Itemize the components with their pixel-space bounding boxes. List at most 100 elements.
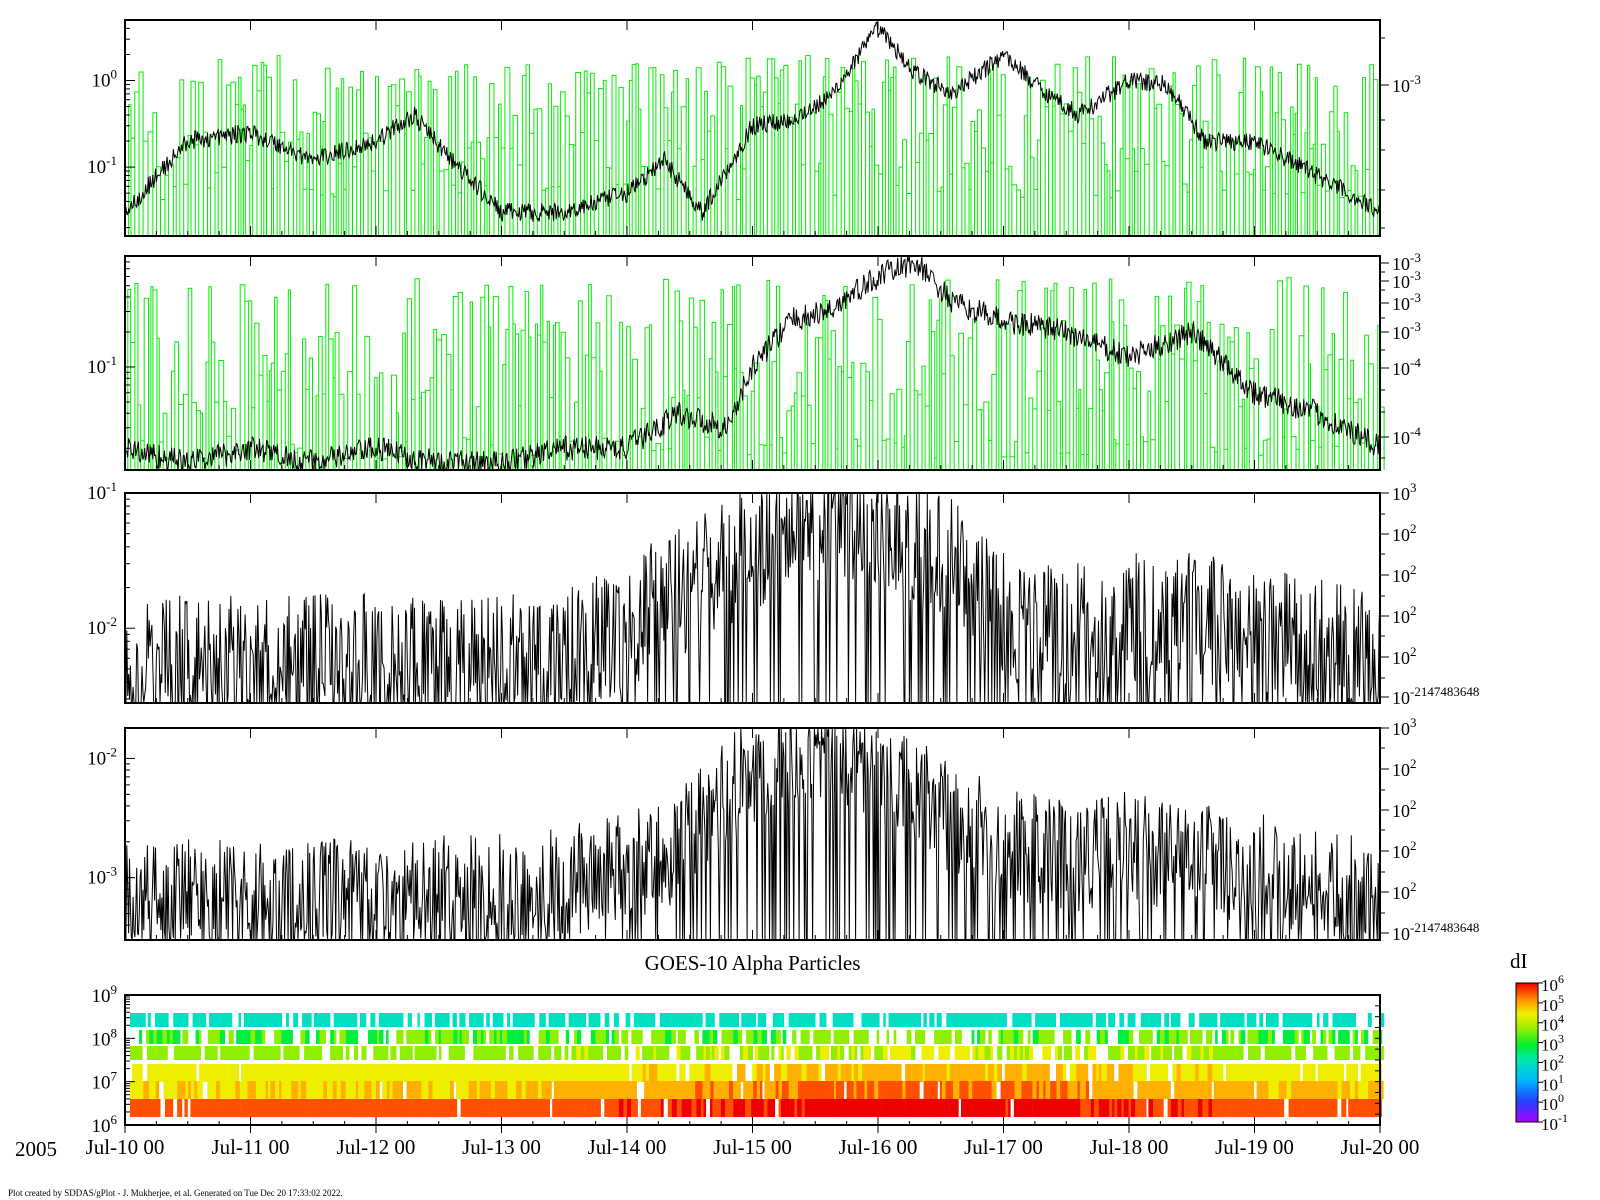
spectrogram-cell [655, 1046, 660, 1060]
spectrogram-cell [316, 1099, 322, 1117]
spectrogram-cell [1075, 1099, 1081, 1117]
spectrogram-cell [659, 1046, 663, 1060]
spectrogram-cell [648, 1099, 653, 1117]
spectrogram-cell [605, 1030, 609, 1044]
spectrogram-cell [507, 1064, 513, 1082]
spectrogram-cell [717, 1099, 722, 1117]
spectrogram-cell [302, 1081, 307, 1099]
right-tick-label: 10-3 [1392, 268, 1421, 292]
spectrogram-cell [343, 1013, 346, 1027]
spectrogram-cell [1193, 1064, 1196, 1082]
spectrogram-cell [194, 1081, 198, 1099]
spectrogram-cell [360, 1081, 365, 1099]
spectrogram-cell [873, 1099, 879, 1117]
spectrogram-cell [173, 1013, 177, 1027]
spectrogram-cell [833, 1030, 837, 1044]
spectrogram-cell [153, 1081, 157, 1099]
spectrogram-cell [512, 1099, 517, 1117]
spectrogram-cell [1135, 1099, 1139, 1117]
spectrogram-cell [253, 1046, 257, 1060]
spectrogram-cell [660, 1081, 667, 1099]
spectrogram-cell [316, 1064, 321, 1082]
spectrogram-cell [587, 1064, 591, 1082]
spectrogram-cell [895, 1013, 901, 1027]
spectrogram-cell [210, 1064, 216, 1082]
spectrogram-cell [411, 1064, 416, 1082]
spectrogram-cell [921, 1046, 925, 1060]
spectrogram-cell [811, 1099, 814, 1117]
spectrogram-cell [323, 1064, 328, 1082]
spectrogram-cell [802, 1081, 806, 1099]
spectrogram-cell [250, 1030, 256, 1044]
spectrogram-cell [1222, 1081, 1228, 1099]
spectrogram-cell [755, 1099, 760, 1117]
spectrogram-cell [440, 1030, 447, 1044]
spectrogram-cell [695, 1013, 700, 1027]
spectrogram-cell [345, 1046, 350, 1060]
spectrogram-cell [1014, 1013, 1018, 1027]
spectrogram-cell [198, 1046, 201, 1060]
spectrogram-cell [400, 1030, 404, 1044]
spectrogram-cell [134, 1013, 139, 1027]
spectrogram-cell [1060, 1064, 1064, 1082]
spectrogram-cell [846, 1030, 850, 1044]
spectrogram-cell [1238, 1030, 1241, 1044]
spectrogram-cell [207, 1081, 213, 1099]
spectrogram-cell [247, 1081, 253, 1099]
spectrogram-cell [1264, 1046, 1268, 1060]
spectrogram-cell [215, 1030, 221, 1044]
spectrogram-cell [554, 1046, 560, 1060]
spectrogram-cell [258, 1081, 262, 1099]
spectrogram-cell [1182, 1030, 1188, 1044]
spectrogram-cell [498, 1081, 502, 1099]
spectrogram-cell [872, 1064, 876, 1082]
spectrogram-cell [512, 1081, 517, 1099]
spectrogram-cell [748, 1081, 754, 1099]
spectrogram-cell [963, 1081, 969, 1099]
spectrogram-cell [1195, 1064, 1199, 1082]
spectrogram-cell [619, 1081, 622, 1099]
spectrogram-cell [825, 1064, 830, 1082]
spectrogram-cell [1096, 1064, 1099, 1082]
spectrogram-cell [763, 1064, 766, 1082]
spectrogram-cell [429, 1046, 434, 1060]
spectrogram-cell [619, 1064, 624, 1082]
spectrogram-cell [917, 1099, 922, 1117]
spectrogram-cell [844, 1064, 849, 1082]
spectrogram-cell [507, 1099, 511, 1117]
spectrogram-cell [733, 1030, 739, 1044]
spectrogram-cell [1076, 1064, 1082, 1082]
spectrogram-cell [307, 1046, 310, 1060]
spectrogram-cell [786, 1081, 789, 1099]
spectrogram-cell [456, 1081, 461, 1099]
spectrogram-cell [406, 1030, 411, 1044]
spectrogram-cell [1324, 1081, 1330, 1099]
spectrogram-cell [1364, 1030, 1369, 1044]
spectrogram-cell [994, 1099, 999, 1117]
spectrogram-cell [750, 1030, 754, 1044]
spectrogram-cell [226, 1099, 230, 1117]
left-tick-label: 10-1 [87, 479, 117, 504]
spectrogram-cell [381, 1099, 385, 1117]
spectrogram-cell [1376, 1081, 1380, 1099]
spectrogram-cell [283, 1099, 289, 1117]
spectrogram-cell [1128, 1099, 1132, 1117]
spectrogram-cell [756, 1064, 760, 1082]
spectrogram-cell [645, 1064, 650, 1082]
spectrogram-cell [286, 1013, 289, 1027]
spectrogram-cell [560, 1013, 566, 1027]
spectrogram-cell [339, 1046, 344, 1060]
spectrogram-cell [284, 1081, 289, 1099]
spectrogram-cell [1117, 1030, 1122, 1044]
spectrogram-cell [432, 1081, 435, 1099]
spectrogram-cell [1363, 1099, 1366, 1117]
spectrogram-cell [1284, 1064, 1290, 1082]
spectrogram-cell [1272, 1030, 1275, 1044]
right-tick-label: 10-2147483648 [1392, 920, 1479, 944]
spectrogram-cell [676, 1046, 681, 1060]
spectrogram-cell [928, 1064, 933, 1082]
spectrogram-cell [893, 1030, 897, 1044]
spectrogram-cell [634, 1064, 640, 1082]
spectrogram-cell [588, 1046, 591, 1060]
spectrogram-cell [1259, 1081, 1263, 1099]
